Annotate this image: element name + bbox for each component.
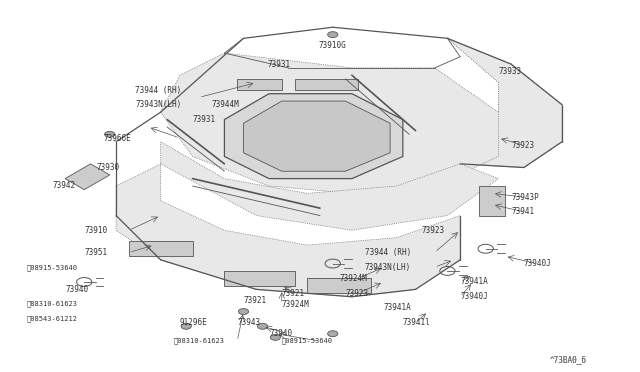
Polygon shape — [294, 79, 358, 90]
Polygon shape — [129, 241, 193, 256]
Polygon shape — [161, 53, 499, 193]
Text: ^73BA0_6: ^73BA0_6 — [549, 355, 586, 364]
Text: 73943P: 73943P — [511, 193, 539, 202]
Text: 91296E: 91296E — [180, 318, 207, 327]
Circle shape — [270, 334, 280, 340]
Text: 73923: 73923 — [346, 289, 369, 298]
Text: 73941l: 73941l — [403, 318, 431, 327]
Polygon shape — [479, 186, 505, 215]
Polygon shape — [307, 278, 371, 293]
Text: 73924M: 73924M — [339, 274, 367, 283]
Polygon shape — [225, 271, 294, 286]
Text: 73944M: 73944M — [212, 100, 239, 109]
Circle shape — [181, 323, 191, 329]
Text: 73944 (RH): 73944 (RH) — [135, 86, 182, 94]
Text: 73943: 73943 — [237, 318, 260, 327]
Text: 73943N(LH): 73943N(LH) — [135, 100, 182, 109]
Text: ⓢ08543-61212: ⓢ08543-61212 — [27, 315, 78, 322]
Text: 73940: 73940 — [65, 285, 88, 294]
Text: ^73BA0_6: ^73BA0_6 — [549, 355, 586, 364]
Polygon shape — [161, 142, 499, 230]
Text: 73940J: 73940J — [460, 292, 488, 301]
Polygon shape — [116, 164, 460, 297]
Text: ⓢ08310-61623: ⓢ08310-61623 — [173, 338, 225, 344]
Polygon shape — [447, 38, 562, 167]
Text: 73910: 73910 — [84, 226, 108, 235]
Text: 73924M: 73924M — [282, 300, 310, 309]
Text: 73931: 73931 — [193, 115, 216, 124]
Text: 73910G: 73910G — [319, 41, 347, 50]
Circle shape — [257, 323, 268, 329]
Text: 73921: 73921 — [282, 289, 305, 298]
Text: 73944 (RH): 73944 (RH) — [365, 248, 411, 257]
Text: 73941: 73941 — [511, 207, 534, 217]
Text: 73931: 73931 — [267, 60, 290, 69]
Text: 73930: 73930 — [97, 163, 120, 172]
Text: ⓢ88310-61623: ⓢ88310-61623 — [27, 301, 78, 307]
Text: 73940: 73940 — [269, 329, 292, 338]
Text: 73941A: 73941A — [460, 278, 488, 286]
Text: 73941A: 73941A — [384, 303, 412, 312]
Text: ⓜ08915-53640: ⓜ08915-53640 — [27, 264, 78, 270]
Text: 73966E: 73966E — [103, 134, 131, 142]
Text: 73923: 73923 — [422, 226, 445, 235]
Text: 73921: 73921 — [244, 296, 267, 305]
Text: 73951: 73951 — [84, 248, 108, 257]
Text: 73933: 73933 — [499, 67, 522, 76]
Text: 73923: 73923 — [511, 141, 534, 150]
Polygon shape — [237, 79, 282, 90]
Polygon shape — [65, 164, 109, 190]
Text: 73943N(LH): 73943N(LH) — [365, 263, 411, 272]
Text: 73942: 73942 — [52, 182, 76, 190]
Circle shape — [239, 309, 248, 314]
Polygon shape — [225, 94, 403, 179]
Circle shape — [328, 32, 338, 38]
Circle shape — [328, 331, 338, 337]
Polygon shape — [244, 101, 390, 171]
Text: ⓜ08915-53640: ⓜ08915-53640 — [282, 338, 333, 344]
Circle shape — [104, 131, 115, 137]
Text: 73940J: 73940J — [524, 259, 552, 268]
